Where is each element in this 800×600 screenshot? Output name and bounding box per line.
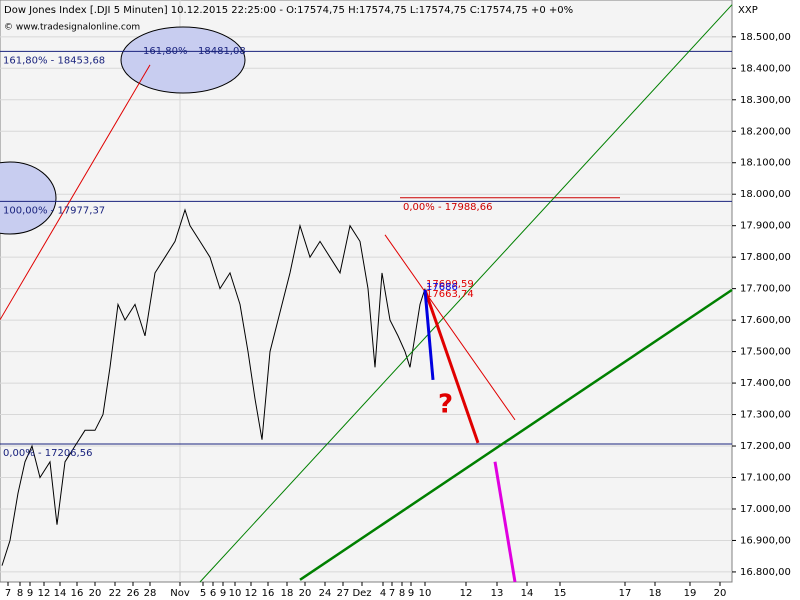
x-tick-label: 5	[200, 588, 206, 599]
trendline	[299, 288, 733, 581]
y-tick-label: 18.300,00	[740, 95, 791, 106]
level-label: 100,00% - 17977,37	[3, 205, 105, 216]
y-tick-label: 17.000,00	[740, 504, 791, 515]
x-tick-label: 19	[684, 588, 697, 599]
x-tick-label: 18	[281, 588, 294, 599]
x-tick-label: 22	[109, 588, 122, 599]
annotation: ?	[438, 390, 453, 420]
y-tick-label: 18.100,00	[740, 158, 791, 169]
y-tick-label: 18.200,00	[740, 126, 791, 137]
trendline	[199, 4, 733, 583]
y-tick-label: 18.400,00	[740, 63, 791, 74]
x-tick-label: 12	[245, 588, 258, 599]
price-line	[1, 208, 426, 566]
x-tick-label: 24	[319, 588, 332, 599]
x-tick-label: 13	[491, 588, 504, 599]
x-tick-label: 9	[27, 588, 33, 599]
annotation: 18481,08	[198, 46, 246, 57]
x-tick-label: 20	[89, 588, 102, 599]
x-tick-label: 6	[210, 588, 216, 599]
annotation: 161,80%	[143, 46, 188, 57]
ellipse	[120, 26, 246, 94]
x-tick-label: 10	[229, 588, 242, 599]
y-tick-label: 17.800,00	[740, 252, 791, 263]
x-tick-label: 20	[714, 588, 727, 599]
x-tick-label: 12	[460, 588, 473, 599]
y-tick-label: 18.500,00	[740, 32, 791, 43]
y-tick-label: 18.000,00	[740, 189, 791, 200]
y-tick-label: 17.200,00	[740, 441, 791, 452]
chart-title: Dow Jones Index [.DJI 5 Minuten] 10.12.2…	[4, 5, 573, 16]
trendline	[423, 289, 435, 381]
x-tick-label: 9	[408, 588, 414, 599]
axis-label: XXP	[738, 5, 758, 16]
ellipse	[0, 161, 57, 235]
x-tick-label: 17	[619, 588, 632, 599]
trendline	[0, 64, 151, 321]
annotation: 17699,59	[426, 279, 474, 290]
x-tick-label: 4	[380, 588, 386, 599]
y-tick-label: 17.100,00	[740, 472, 791, 483]
x-tick-label: 9	[220, 588, 226, 599]
x-tick-label: 20	[299, 588, 312, 599]
x-tick-label: 16	[71, 588, 84, 599]
y-tick-label: 17.600,00	[740, 315, 791, 326]
level-label: 161,80% - 18453,68	[3, 55, 105, 66]
subtitle: © www.tradesignalonline.com	[4, 23, 140, 33]
x-tick-label: 14	[54, 588, 67, 599]
x-tick-label: 26	[127, 588, 140, 599]
level-label: 0,00% - 17206,56	[3, 448, 92, 459]
x-tick-label: 27	[337, 588, 350, 599]
annotation: 17686	[426, 282, 458, 293]
y-tick-label: 17.900,00	[740, 221, 791, 232]
annotation: 17663,74	[426, 289, 474, 300]
x-tick-label: 7	[5, 588, 11, 599]
level-label: 0,00% - 17988,66	[403, 202, 492, 213]
trendline	[423, 289, 480, 444]
y-tick-label: 17.700,00	[740, 284, 791, 295]
x-tick-label: 7	[389, 588, 395, 599]
x-tick-label: 8	[399, 588, 405, 599]
x-tick-label: Dez	[352, 588, 371, 599]
x-tick-label: 14	[521, 588, 534, 599]
x-tick-label: 16	[262, 588, 275, 599]
x-tick-label: 10	[419, 588, 432, 599]
x-tick-label: 18	[649, 588, 662, 599]
plot-area	[0, 0, 733, 583]
y-tick-label: 17.500,00	[740, 347, 791, 358]
x-tick-label: 15	[554, 588, 567, 599]
y-tick-label: 17.400,00	[740, 378, 791, 389]
x-tick-label: Nov	[170, 588, 190, 599]
x-tick-label: 28	[144, 588, 157, 599]
x-tick-label: 8	[17, 588, 23, 599]
trendline	[493, 461, 517, 583]
y-tick-label: 16.800,00	[740, 567, 791, 578]
y-tick-label: 17.300,00	[740, 410, 791, 421]
trendline	[384, 234, 516, 421]
y-tick-label: 16.900,00	[740, 535, 791, 546]
x-tick-label: 12	[38, 588, 51, 599]
